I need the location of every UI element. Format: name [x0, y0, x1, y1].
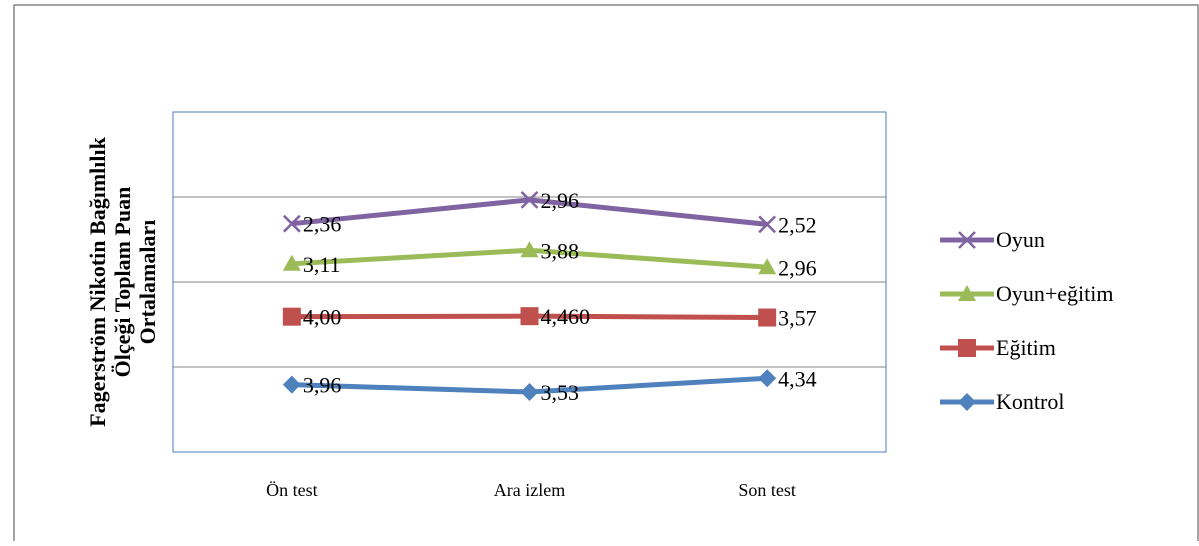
- x-tick-label: Son test: [738, 480, 796, 500]
- data-label: 3,53: [541, 380, 580, 405]
- data-label: 4,34: [778, 366, 817, 391]
- legend-label: Oyun+eğitim: [996, 281, 1114, 306]
- legend-label: Eğitim: [996, 335, 1056, 360]
- data-label: 3,57: [778, 306, 817, 331]
- y-axis-title: Fagerström Nikotin Bağımlılık: [85, 136, 110, 426]
- legend-label: Oyun: [996, 227, 1045, 252]
- data-point: [758, 215, 777, 234]
- data-label: 4,00: [303, 305, 342, 330]
- data-label: 3,96: [303, 373, 342, 398]
- data-point: [520, 241, 539, 258]
- data-label: 2,52: [778, 212, 817, 237]
- data-point: [520, 307, 539, 326]
- data-point: [520, 382, 539, 401]
- data-point: [758, 258, 777, 275]
- data-point: [520, 191, 539, 209]
- legend-marker: [958, 285, 976, 301]
- data-point: [282, 307, 301, 326]
- data-point: [758, 369, 777, 388]
- y-axis-title: Ölçeği Toplam Puan: [110, 187, 135, 378]
- legend-label: Kontrol: [996, 389, 1064, 414]
- data-label: 4,460: [541, 304, 591, 329]
- y-axis-title: Ortalamaları: [135, 220, 160, 345]
- legend-marker: [958, 339, 976, 357]
- legend-marker: [958, 393, 976, 411]
- legend-marker: [958, 231, 976, 249]
- data-point: [282, 375, 301, 394]
- x-tick-label: Ara izlem: [494, 480, 565, 500]
- data-label: 3,11: [303, 252, 341, 277]
- data-label: 2,36: [303, 212, 342, 237]
- data-label: 2,96: [778, 255, 817, 280]
- data-label: 3,88: [541, 238, 580, 263]
- data-point: [282, 214, 301, 233]
- data-point: [282, 254, 301, 271]
- data-label: 2,96: [541, 188, 580, 213]
- x-tick-label: Ön test: [266, 480, 318, 500]
- data-point: [758, 308, 777, 327]
